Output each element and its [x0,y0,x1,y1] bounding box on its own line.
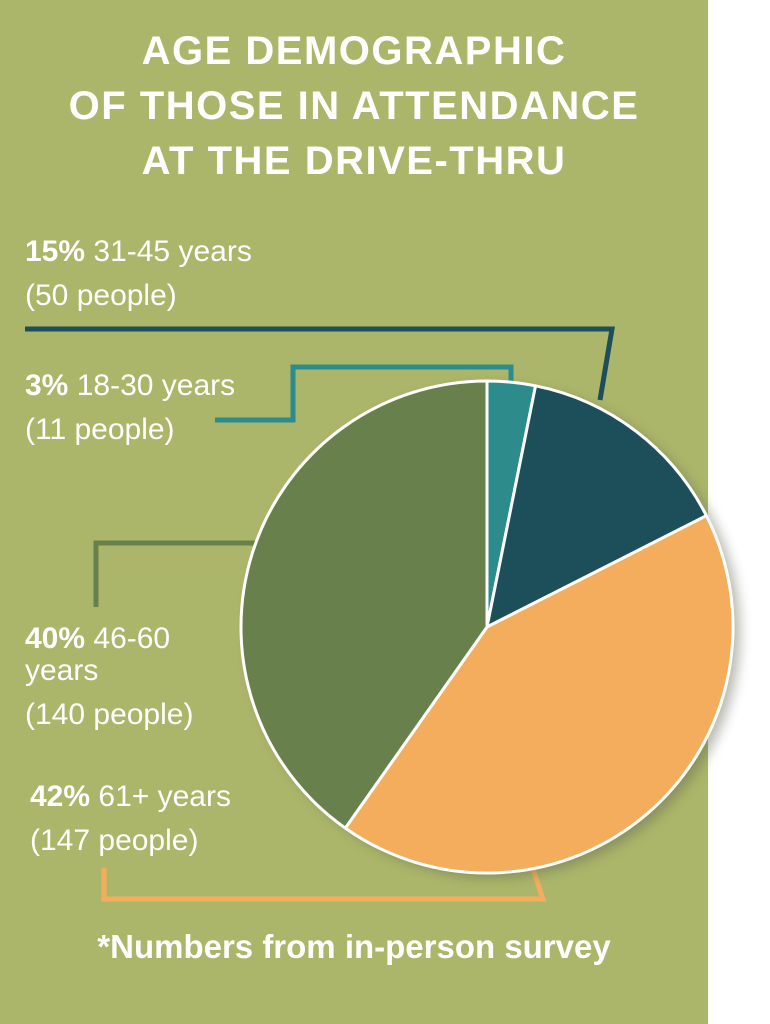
label-18-30-range: 18-30 years [76,369,236,402]
label-46-60-count: (140 people) [25,698,194,731]
leader-line-61-plus [101,859,547,902]
title-line-1: AGE DEMOGRAPHIC [141,29,567,73]
label-31-45-pct: 15% [25,235,86,268]
label-61-plus-count: (147 people) [30,824,199,857]
title-line-2: OF THOSE IN ATTENDANCE [68,84,640,128]
leader-lines [25,326,615,902]
label-61-plus-pct: 42% [30,780,91,813]
leader-line-31-45 [25,326,615,401]
label-18-30-count: (11 people) [25,413,175,446]
label-18-30: 3% 18-30 years (11 people) [25,364,235,452]
label-61-plus-range: 61+ years [98,780,231,813]
label-61-plus: 42% 61+ years (147 people) [30,775,231,863]
pie-slices [239,379,735,875]
pie-slice-61-plus [343,514,735,875]
pie-slice-31-45 [485,384,708,629]
label-31-45-count: (50 people) [25,279,177,312]
label-46-60: 40% 46-60 years (140 people) [25,623,225,731]
leader-line-18-30 [215,364,514,423]
footnote: *Numbers from in-person survey [97,928,611,965]
pie-slice-46-60 [239,379,489,830]
label-18-30-pct: 3% [25,369,69,402]
leader-line-46-60 [93,540,265,607]
label-46-60-range: 46-60 years [25,622,171,687]
label-46-60-pct: 40% [25,622,86,655]
label-31-45: 15% 31-45 years (50 people) [25,230,252,318]
label-31-45-range: 31-45 years [93,235,252,268]
title-line-3: AT THE DRIVE-THRU [141,139,567,183]
chart-title: AGE DEMOGRAPHIC OF THOSE IN ATTENDANCE A… [0,24,708,189]
